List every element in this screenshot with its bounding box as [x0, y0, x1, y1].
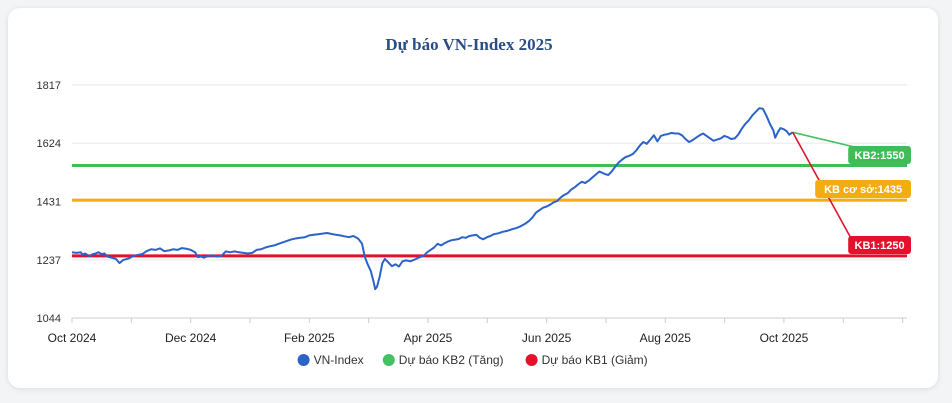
x-tick-label: Feb 2025: [284, 331, 335, 345]
legend-label-2[interactable]: Dự báo KB2 (Tăng): [399, 353, 504, 367]
chart-title: Dự báo VN-Index 2025: [385, 35, 553, 54]
x-tick-label: Apr 2025: [404, 331, 453, 345]
y-tick-label: 1817: [37, 80, 61, 92]
x-axis-ticks: Oct 2024 Dec 2024 Feb 2025 Apr 2025 Jun 2025…: [48, 331, 809, 345]
legend-marker-3: [525, 354, 538, 366]
chart-card: [8, 8, 938, 388]
series-line-1: [71, 107, 794, 291]
legend-label-1[interactable]: VN-Index: [314, 353, 364, 367]
legend: VN-Index Dự báo KB2 (Tăng) Dự báo KB1 (Giả…: [297, 353, 648, 367]
reference-badge-label: KB1:1250: [855, 240, 905, 252]
x-tick-label: Aug 2025: [640, 331, 692, 345]
x-tick-label: Oct 2024: [48, 331, 97, 345]
reference-badge-1: [848, 146, 911, 164]
reference-badges: KB2:1550 KB cơ sở:1435 KB1:1250: [815, 146, 911, 254]
y-axis-ticks: 1817 1624 1431 1237 1044: [37, 80, 61, 325]
x-tick-label: Oct 2025: [760, 331, 809, 345]
y-tick-label: 1237: [37, 255, 61, 267]
legend-label-3[interactable]: Dự báo KB1 (Giảm): [542, 353, 648, 367]
y-tick-label: 1431: [37, 196, 61, 208]
legend-marker-2: [382, 354, 395, 366]
legend-marker-1: [297, 354, 310, 366]
series-line-2: [792, 131, 859, 149]
reference-badge-label: KB cơ sở:1435: [824, 184, 902, 196]
reference-badge-label: KB2:1550: [855, 150, 905, 162]
x-tick-label: Dec 2024: [165, 331, 217, 345]
y-tick-label: 1624: [37, 138, 61, 150]
x-tick-label: Jun 2025: [522, 331, 572, 345]
reference-badge-2: [815, 180, 911, 198]
grid-lines: [71, 84, 907, 323]
reference-badge-3: [848, 236, 911, 254]
y-tick-label: 1044: [37, 313, 61, 325]
reference-lines: [72, 163, 907, 258]
